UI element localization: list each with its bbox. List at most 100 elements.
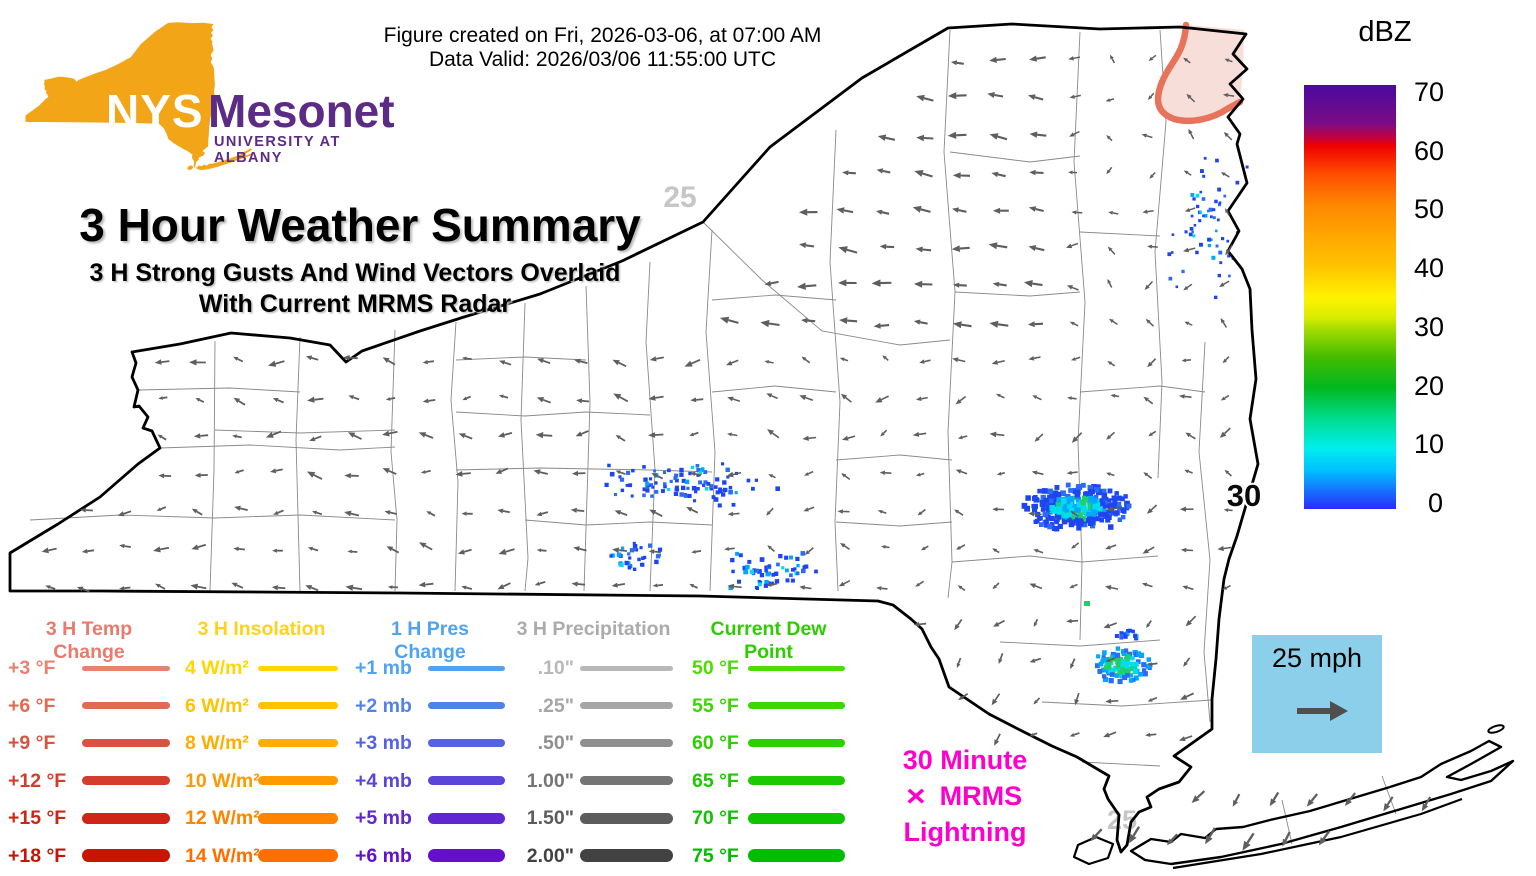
legend-row-label: +2 mb [355,694,412,717]
legend-row-line [82,739,170,747]
legend-row-label: .50" [537,732,574,754]
legend-header: 3 H Precipitation [516,618,671,640]
legend-row-label: 60 °F [692,732,739,754]
legend-row-line [748,849,845,862]
legend-row-line [258,665,338,671]
legend-row-label: 1.00" [526,769,574,792]
legend-row-label: +6 °F [8,694,56,717]
page-title: 3 Hour Weather Summary [79,199,641,251]
colorbar-tick: 20 [1414,370,1445,401]
legend-row-label: 50 °F [692,657,739,679]
logo-org-text: NYS [106,85,204,137]
wind-vector-arrows [41,54,1432,851]
page-subtitle-1: 3 H Strong Gusts And Wind Vectors Overla… [89,259,621,287]
legend-row-line [748,775,845,786]
legend-row-line [580,739,673,747]
legend-row-line [82,849,170,862]
overlay-legend: 3 H Temp Change +3 °F +6 °F +9 °F +12 °F +15 … [0,618,860,876]
legend-header: 3 H Insolation [197,618,326,640]
legend-row-label: +12 °F [8,769,67,792]
legend-row-label: +3 mb [355,732,412,754]
legend-row-label: 1.50" [526,807,574,829]
legend-row-line [580,849,673,862]
legend-row-label: +6 mb [355,844,412,867]
legend-row-label: 10 W/m² [185,769,260,792]
legend-row-label: 6 W/m² [185,694,249,717]
created-line: Figure created on Fri, 2026-03-06, at 07… [383,24,822,47]
legend-row-label: .25" [537,694,574,717]
legend-header: 1 H Pres Change [390,618,470,663]
nys-mesonet-logo: NYS Mesonet UNIVERSITY AT ALBANY [18,8,395,183]
legend-row-line [748,665,845,671]
legend-row-label: 2.00" [526,844,574,867]
lightning-line3: Lightning [903,817,1027,847]
legend-row-label: 4 W/m² [185,657,249,679]
colorbar-tick: 50 [1414,194,1445,225]
legend-row-line [82,775,170,786]
legend-header: Current Dew Point [710,618,827,663]
lightning-line2-text: MRMS [939,781,1023,811]
colorbar-tick: 40 [1414,253,1445,284]
figure-timestamps: Figure created on Fri, 2026-03-06, at 07… [0,24,1205,72]
colorbar-tick: 70 [1414,77,1445,107]
legend-row-line [748,702,845,709]
legend-row-line [428,849,505,862]
legend-header: 3 H Temp Change [45,618,133,663]
legend-row-label: 8 W/m² [185,732,249,754]
legend-row-line [82,812,170,824]
legend-row-label: +4 mb [355,769,412,792]
ny-state-logo-shape [25,22,254,171]
legend-row-label: 55 °F [692,694,739,717]
legend-row-label: 65 °F [692,769,739,792]
wind-key-arrow-icon [1297,701,1348,721]
wind-key-label: 25 mph [1271,643,1363,673]
legend-row-line [748,812,845,824]
legend-row-line [258,812,338,824]
legend-row-label: .10" [537,657,574,679]
legend-row-line [580,702,673,709]
colorbar-tick: 0 [1428,487,1444,518]
legend-row-label: +9 °F [8,732,56,754]
legend-row-line [82,665,170,671]
colorbar-title: dBZ [1358,16,1412,48]
legend-row-label: +15 °F [8,807,67,829]
logo-subtitle-text: UNIVERSITY AT ALBANY [214,134,341,166]
valid-line: Data Valid: 2026/03/06 11:55:00 UTC [428,48,777,71]
logo-name-text: Mesonet [208,85,395,137]
lightning-line1: 30 Minute [902,745,1028,775]
legend-row-line [258,849,338,862]
legend-row-line [428,812,505,824]
legend-row-line [258,739,338,747]
gust-contour-label-30: 30 [1227,478,1261,513]
temp-change-contour [1154,21,1244,125]
legend-row-label: +1 mb [355,657,412,679]
colorbar-tick: 10 [1414,429,1445,460]
colorbar-tick: 30 [1414,311,1445,342]
legend-row-line [258,702,338,709]
legend-row-label: +18 °F [8,844,67,867]
legend-row-line [748,739,845,747]
lightning-x-marker-icon: × [905,779,926,813]
legend-row-line [580,812,673,824]
colorbar-tick: 60 [1414,135,1445,166]
page-subtitle-2: With Current MRMS Radar [198,290,512,318]
legend-row-label: 70 °F [692,807,739,829]
legend-row-line [82,702,170,709]
legend-row-line [258,775,338,786]
legend-row-line [580,775,673,786]
legend-row-label: +3 °F [8,657,56,679]
dbz-colorbar [1304,85,1396,509]
legend-row-label: +5 mb [355,807,412,829]
legend-row-line [428,775,505,786]
legend-row-label: 14 W/m² [185,844,260,867]
legend-row-line [580,665,673,671]
legend-row-line [428,739,505,747]
wind-speed-key: 25 mph [1252,635,1382,753]
mrms-lightning-key: 30 Minute × MRMS Lightning [855,742,1075,850]
legend-row-label: 12 W/m² [185,807,260,829]
legend-row-line [428,665,505,671]
gust-contour-label-25: 25 [663,181,696,214]
legend-row-line [428,702,505,709]
